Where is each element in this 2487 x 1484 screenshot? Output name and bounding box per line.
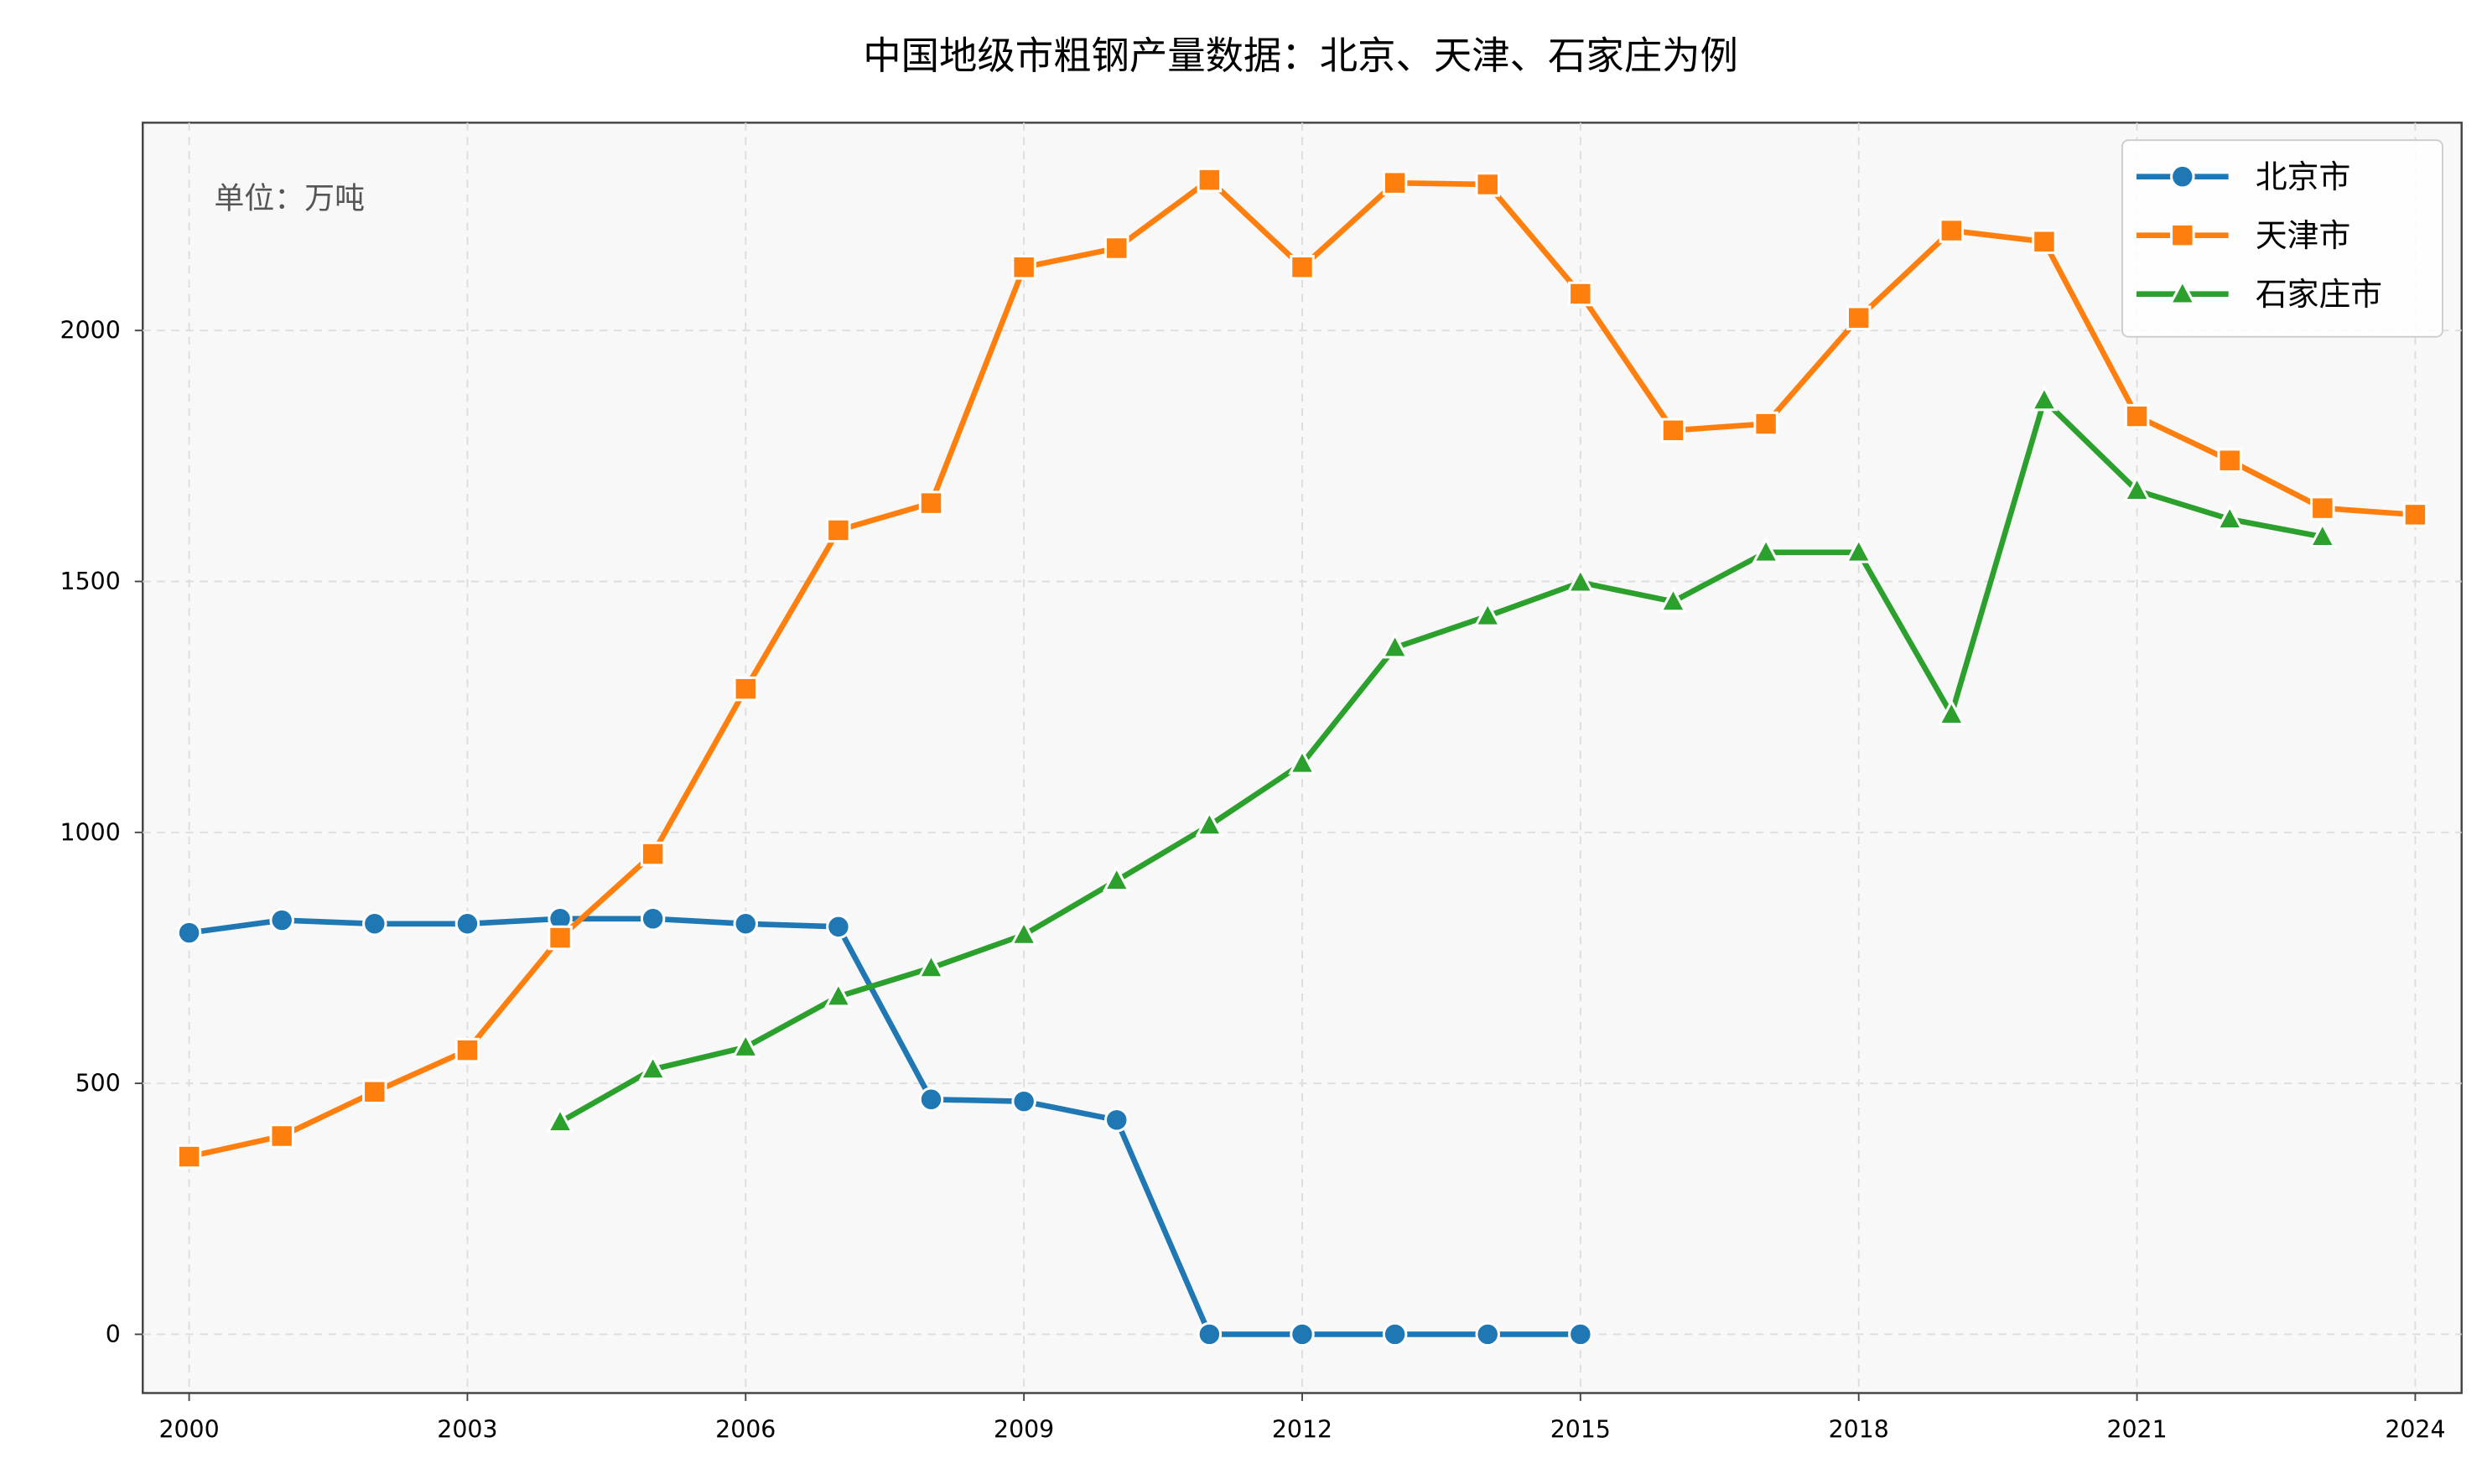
data-point	[2308, 521, 2337, 548]
data-point	[362, 1079, 387, 1105]
unit-annotation: 单位：万吨	[214, 181, 365, 215]
data-point	[269, 1123, 294, 1149]
data-point	[1195, 810, 1224, 837]
data-point	[826, 517, 851, 543]
x-tick-label: 2003	[437, 1415, 497, 1443]
data-point	[548, 925, 573, 951]
data-point	[546, 1106, 574, 1134]
data-point	[918, 1087, 944, 1113]
series-0	[176, 906, 1593, 1347]
data-point	[1566, 567, 1595, 594]
data-point	[2124, 403, 2150, 429]
data-point	[2402, 502, 2428, 527]
x-tick-label: 2006	[715, 1415, 776, 1443]
data-point	[1382, 170, 1408, 195]
series-line	[189, 916, 1581, 1337]
series-1	[176, 167, 2428, 1170]
y-tick-label: 0	[106, 1321, 121, 1348]
data-point	[1380, 632, 1410, 659]
data-point	[731, 1031, 760, 1058]
legend-marker	[2170, 163, 2195, 189]
data-point	[1290, 1321, 1315, 1347]
data-point	[2217, 448, 2242, 473]
data-point	[1103, 236, 1129, 261]
data-point	[454, 1037, 480, 1063]
data-point	[1568, 1321, 1593, 1347]
series-line	[558, 397, 2323, 1125]
data-point	[2122, 475, 2152, 502]
data-point	[1103, 864, 1131, 892]
data-point	[1103, 1108, 1129, 1133]
x-tick-label: 2015	[1550, 1415, 1611, 1443]
legend-label: 北京市	[2256, 158, 2351, 195]
data-point	[824, 981, 853, 1008]
data-point	[362, 911, 387, 937]
y-tick-label: 500	[75, 1070, 121, 1097]
data-point	[2310, 496, 2335, 521]
data-point	[640, 906, 666, 931]
y-tick-label: 1000	[60, 818, 121, 846]
chart-title: 中国地级市粗钢产量数据：北京、天津、石家庄为例	[863, 34, 1738, 78]
data-point	[1846, 305, 1872, 330]
data-point	[2032, 229, 2057, 254]
data-point	[916, 952, 946, 979]
data-point	[1288, 748, 1316, 775]
legend-box	[2121, 139, 2443, 338]
data-point	[2030, 385, 2059, 412]
data-point	[1937, 698, 1966, 725]
data-point	[1197, 1321, 1223, 1347]
x-tick-label: 2024	[2385, 1415, 2445, 1443]
data-point	[1568, 281, 1593, 307]
data-point	[826, 914, 851, 940]
legend-label: 天津市	[2256, 217, 2351, 254]
data-point	[1011, 1088, 1036, 1114]
x-tick-label: 2012	[1272, 1415, 1332, 1443]
data-point	[176, 920, 202, 946]
data-point	[638, 1054, 667, 1081]
y-tick-label: 1500	[60, 568, 121, 595]
data-point	[733, 676, 759, 702]
y-tick-label: 2000	[60, 317, 121, 345]
data-point	[1475, 172, 1500, 197]
data-point	[1659, 586, 1688, 613]
data-point	[733, 911, 759, 937]
data-point	[1197, 167, 1223, 193]
data-point	[1011, 254, 1036, 280]
data-point	[176, 1144, 202, 1170]
data-point	[640, 841, 666, 867]
data-point	[1844, 537, 1873, 563]
data-point	[1660, 418, 1686, 444]
data-point	[1382, 1321, 1408, 1347]
data-point	[2215, 503, 2244, 531]
legend-marker	[2168, 278, 2197, 305]
data-point	[1290, 254, 1315, 280]
data-point	[1753, 411, 1778, 437]
x-tick-label: 2009	[994, 1415, 1054, 1443]
data-point	[1475, 1321, 1500, 1347]
data-point	[269, 907, 294, 933]
data-point	[1752, 537, 1780, 563]
data-point	[1939, 218, 1965, 243]
x-tick-label: 2000	[158, 1415, 219, 1443]
data-point	[1010, 919, 1038, 946]
legend-label: 石家庄市	[2256, 276, 2382, 313]
x-tick-label: 2018	[1829, 1415, 1889, 1443]
legend-marker	[2170, 222, 2195, 248]
x-tick-label: 2021	[2106, 1415, 2167, 1443]
data-point	[1473, 600, 1502, 627]
data-point	[454, 911, 480, 937]
data-point	[918, 490, 944, 516]
series-2	[546, 385, 2337, 1134]
